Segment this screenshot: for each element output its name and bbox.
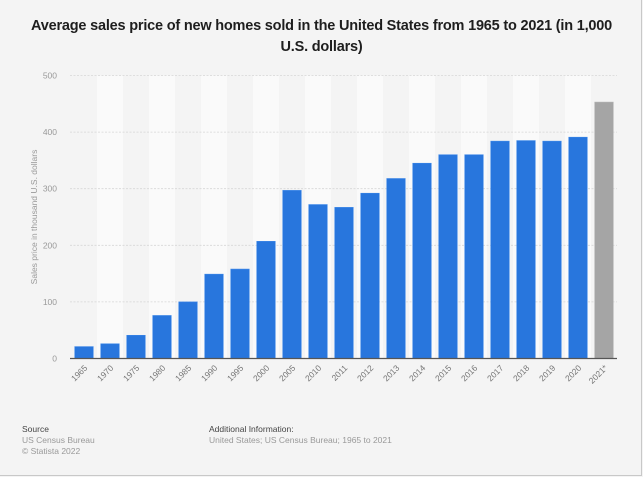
y-tick-label: 500 [43, 71, 57, 81]
bar-2014 [412, 162, 432, 359]
bar-2000 [256, 241, 276, 359]
source-block: Source US Census Bureau © Statista 2022 [22, 424, 95, 457]
bar-2016 [464, 154, 484, 359]
bar-1975 [126, 334, 146, 359]
x-tick-label: 2011 [329, 363, 349, 383]
bar-2010 [308, 204, 328, 359]
bar-1990 [204, 273, 224, 359]
x-tick-label: 2012 [355, 363, 376, 384]
x-tick-label: 1980 [147, 363, 168, 384]
chart-title: Average sales price of new homes sold in… [30, 18, 612, 55]
x-tick-label: 2014 [407, 363, 428, 384]
bar-1970 [100, 343, 120, 359]
bar-1965 [74, 346, 94, 359]
source-name[interactable]: US Census Bureau [22, 435, 95, 445]
y-tick-label: 100 [43, 297, 57, 307]
x-tick-label: 1970 [95, 363, 116, 384]
bar-2019 [542, 140, 562, 359]
x-axis-ticks: 1965 1970 1975 1980 1985 1990 1995 2000 2005 2010… [69, 362, 610, 385]
y-axis-ticks: 0 100 200 300 400 500 [43, 71, 57, 364]
bar-2021-star [594, 101, 614, 359]
bar-2020 [568, 136, 588, 359]
bar-1980 [152, 315, 172, 359]
additional-info-text: United States; US Census Bureau; 1965 to… [209, 435, 392, 445]
y-tick-label: 0 [52, 354, 57, 364]
x-tick-label: 2019 [537, 363, 558, 384]
bar-2015 [438, 154, 458, 359]
copyright: © Statista 2022 [22, 446, 81, 456]
x-tick-label: 2010 [303, 363, 324, 384]
x-tick-label: 2000 [251, 363, 272, 384]
bar-2013 [386, 178, 406, 359]
x-tick-label: 2013 [381, 363, 402, 384]
x-tick-label: 2016 [459, 363, 480, 384]
x-tick-label: 2021* [587, 362, 610, 385]
x-tick-label: 2018 [511, 363, 532, 384]
x-tick-label: 1995 [225, 363, 246, 384]
additional-info-heading: Additional Information: [209, 424, 294, 434]
x-tick-label: 1985 [173, 363, 194, 384]
column-band [123, 75, 149, 359]
bar-2018 [516, 140, 536, 359]
x-tick-label: 1965 [69, 363, 90, 384]
bars [74, 101, 614, 359]
x-tick-label: 2005 [277, 363, 298, 384]
source-heading: Source [22, 424, 49, 434]
column-band [97, 75, 123, 359]
x-tick-label: 1990 [199, 363, 220, 384]
x-tick-label: 1975 [121, 363, 142, 384]
column-band [71, 75, 97, 359]
y-tick-label: 300 [43, 184, 57, 194]
y-tick-label: 200 [43, 240, 57, 250]
bar-1995 [230, 268, 250, 359]
bar-2012 [360, 192, 380, 359]
y-axis-label: Sales price in thousand U.S. dollars [29, 150, 39, 285]
additional-info-block: Additional Information: United States; U… [209, 424, 392, 446]
bar-2005 [282, 190, 302, 359]
y-tick-label: 400 [43, 127, 57, 137]
bar-1985 [178, 301, 198, 359]
x-tick-label: 2017 [485, 363, 506, 384]
column-band [149, 75, 175, 359]
x-tick-label: 2020 [563, 363, 584, 384]
bar-2017 [490, 140, 510, 359]
x-tick-label: 2015 [433, 363, 454, 384]
bar-2011 [334, 207, 354, 359]
